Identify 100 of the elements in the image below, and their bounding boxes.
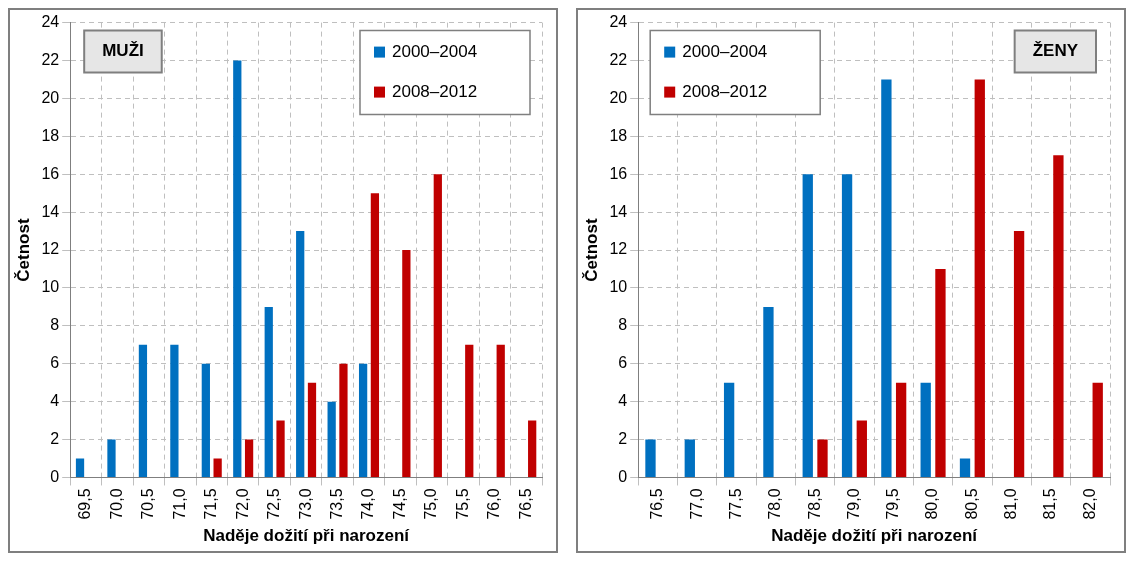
- bar: [107, 439, 116, 477]
- x-tick-label: 79,0: [844, 488, 862, 520]
- annotation: MUŽI: [102, 41, 144, 61]
- x-tick-label: 74,5: [390, 488, 408, 520]
- x-tick-label: 77,5: [726, 488, 744, 520]
- y-tick-label: 24: [609, 13, 628, 31]
- bar: [244, 439, 254, 477]
- legend-label: 2000–2004: [392, 42, 478, 62]
- y-tick-label: 0: [618, 467, 628, 485]
- x-tick-label: 82,0: [1080, 488, 1098, 520]
- x-tick-label: 72,0: [233, 488, 251, 520]
- y-tick-label: 4: [618, 392, 628, 410]
- bar: [276, 420, 285, 477]
- bar: [213, 458, 222, 477]
- bar: [920, 382, 931, 477]
- y-tick-label: 14: [609, 202, 628, 220]
- bar: [327, 401, 336, 477]
- bar: [856, 420, 867, 477]
- bar: [170, 344, 179, 477]
- x-tick-label: 76,5: [516, 488, 534, 520]
- legend-label: 2008–2012: [682, 82, 768, 102]
- y-axis-title: Četnost: [581, 218, 601, 282]
- y-tick-label: 16: [41, 164, 60, 182]
- x-tick-label: 78,5: [805, 488, 823, 520]
- y-tick-label: 6: [618, 354, 628, 372]
- bar: [723, 382, 735, 477]
- x-axis-title: Naděje dožití při narození: [771, 526, 979, 546]
- bar: [528, 420, 537, 477]
- bar: [339, 363, 348, 477]
- y-tick-label: 14: [41, 202, 60, 220]
- x-tick-label: 76,0: [485, 488, 503, 520]
- y-tick-label: 8: [618, 316, 628, 334]
- y-tick-label: 16: [609, 164, 628, 182]
- x-tick-label: 76,5: [648, 488, 666, 520]
- y-tick-label: 10: [41, 278, 60, 296]
- y-tick-label: 18: [609, 126, 628, 144]
- x-tick-label: 69,5: [76, 488, 94, 520]
- x-tick-label: 70,5: [139, 488, 157, 520]
- x-axis-title: Naděje dožití při narození: [203, 526, 411, 546]
- y-tick-label: 0: [50, 467, 60, 485]
- legend-label: 2008–2012: [392, 82, 478, 102]
- x-tick-label: 74,0: [359, 488, 377, 520]
- bar: [75, 458, 85, 477]
- bar: [935, 268, 946, 477]
- bar: [201, 363, 210, 477]
- y-tick-label: 12: [609, 240, 628, 258]
- y-tick-label: 12: [41, 240, 60, 258]
- x-tick-label: 73,5: [327, 488, 345, 520]
- y-tick-label: 10: [609, 278, 628, 296]
- x-tick-label: 81,0: [1002, 488, 1020, 520]
- bar: [370, 193, 380, 477]
- y-tick-label: 4: [50, 392, 60, 410]
- bar: [974, 79, 985, 477]
- bar: [496, 344, 505, 477]
- bar: [1013, 231, 1025, 477]
- y-tick-label: 20: [41, 88, 60, 106]
- y-tick-label: 22: [609, 50, 628, 68]
- x-tick-label: 75,0: [422, 488, 440, 520]
- y-axis-title: Četnost: [13, 218, 33, 282]
- annotation: ŽENY: [1032, 41, 1079, 61]
- legend-label: 2000–2004: [682, 42, 768, 62]
- bar: [233, 60, 242, 477]
- bar: [802, 174, 813, 477]
- bar: [684, 439, 695, 477]
- y-tick-label: 2: [618, 429, 628, 447]
- y-tick-label: 6: [50, 354, 60, 372]
- bar: [895, 382, 907, 477]
- x-tick-label: 79,5: [884, 488, 902, 520]
- y-tick-label: 18: [41, 126, 60, 144]
- x-tick-label: 71,0: [170, 488, 188, 520]
- x-tick-label: 73,0: [296, 488, 314, 520]
- bar: [645, 439, 656, 477]
- x-tick-label: 80,0: [923, 488, 941, 520]
- bar: [402, 250, 411, 477]
- bar: [465, 344, 474, 477]
- y-tick-label: 2: [50, 429, 60, 447]
- x-tick-label: 78,0: [766, 488, 784, 520]
- bar: [358, 363, 368, 477]
- y-tick-label: 8: [50, 316, 60, 334]
- bar: [959, 458, 971, 477]
- x-tick-label: 80,5: [962, 488, 980, 520]
- bar: [1053, 155, 1064, 477]
- bar: [841, 174, 853, 477]
- x-tick-label: 70,0: [107, 488, 125, 520]
- bar: [881, 79, 892, 477]
- y-tick-label: 22: [41, 50, 60, 68]
- bar: [433, 174, 442, 477]
- bar: [296, 231, 305, 477]
- y-tick-label: 20: [609, 88, 628, 106]
- bar: [1092, 382, 1103, 477]
- y-tick-label: 24: [41, 13, 60, 31]
- bar: [307, 382, 317, 477]
- x-tick-label: 71,5: [202, 488, 220, 520]
- x-tick-label: 81,5: [1041, 488, 1059, 520]
- bar: [264, 306, 273, 477]
- bar: [763, 306, 774, 477]
- bar: [138, 344, 148, 477]
- bar: [817, 439, 828, 477]
- x-tick-label: 77,0: [687, 488, 705, 520]
- x-tick-label: 75,5: [453, 488, 471, 520]
